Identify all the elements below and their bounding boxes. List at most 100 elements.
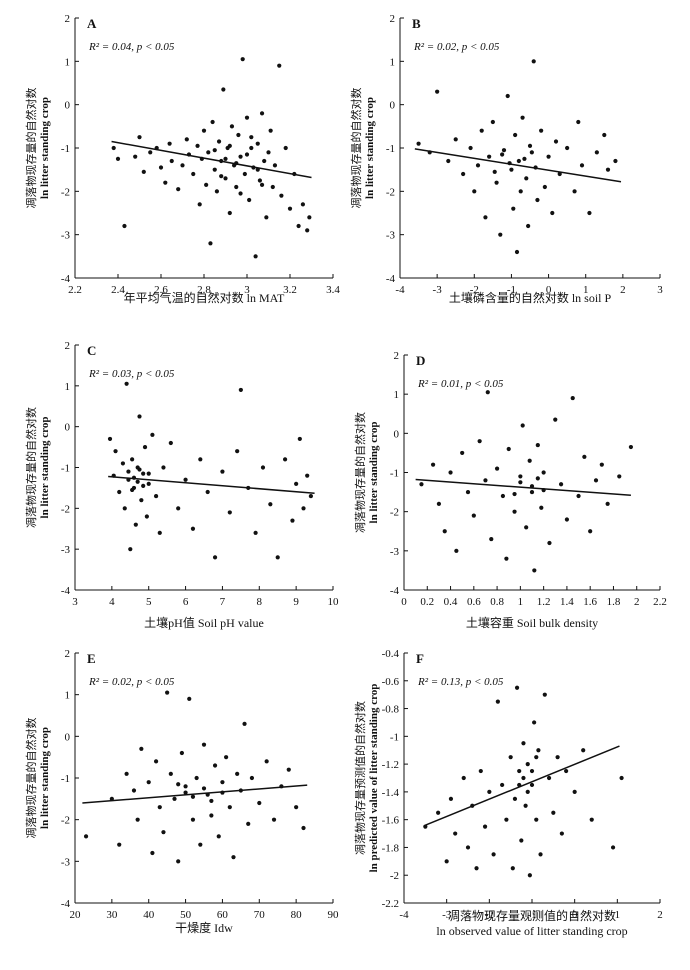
data-point-b <box>587 210 592 216</box>
data-point-c <box>301 506 306 511</box>
data-point-a <box>242 171 247 177</box>
data-point-d <box>518 474 523 479</box>
y-tick-label-c: -2 <box>61 503 70 515</box>
data-point-c <box>183 477 188 482</box>
data-point-c <box>122 506 127 511</box>
data-point-c <box>305 473 310 478</box>
data-point-a <box>240 57 245 62</box>
y-axis-label-cn-d: 凋落物现存量的自然对数 <box>353 412 367 533</box>
data-point-c <box>235 449 240 454</box>
data-point-f <box>461 775 466 781</box>
data-point-c <box>126 469 131 474</box>
data-point-e <box>190 794 196 799</box>
data-point-d <box>454 548 459 553</box>
x-tick-label-b: 3 <box>657 284 663 296</box>
data-point-c <box>146 481 151 486</box>
data-point-c <box>176 506 181 511</box>
data-point-b <box>511 206 516 211</box>
data-point-c <box>275 555 280 560</box>
x-tick-label-a: 3.2 <box>283 284 297 296</box>
y-tick-label-d: 0 <box>394 428 400 440</box>
data-point-a <box>210 119 215 125</box>
data-point-a <box>272 163 278 168</box>
data-point-d <box>553 417 558 422</box>
x-tick-label-a: 2.4 <box>111 284 125 296</box>
data-point-e <box>168 771 173 776</box>
data-point-a <box>287 206 293 211</box>
x-tick-label-b: -4 <box>395 284 405 296</box>
data-point-b <box>479 128 484 133</box>
data-point-b <box>553 139 559 144</box>
data-point-d <box>485 390 490 395</box>
data-point-d <box>535 442 540 448</box>
data-point-f <box>551 810 556 815</box>
data-point-a <box>238 191 243 196</box>
x-tick-label-d: 0.2 <box>420 596 434 608</box>
data-point-f <box>532 720 537 725</box>
y-tick-label-c: 0 <box>65 422 71 434</box>
y-tick-label-a: -1 <box>61 143 70 155</box>
data-point-a <box>307 215 312 220</box>
y-tick-label-b: -2 <box>386 186 395 198</box>
data-point-d <box>529 489 535 495</box>
y-tick-label-f: -0.8 <box>382 704 400 716</box>
x-tick-label-f: -1 <box>527 909 536 921</box>
y-tick-label-b: 1 <box>390 56 396 68</box>
data-point-f <box>581 748 586 753</box>
x-tick-label-c: 8 <box>257 596 263 608</box>
data-point-f <box>610 845 616 850</box>
data-point-e <box>209 813 214 818</box>
data-point-e <box>190 817 196 822</box>
data-point-f <box>504 817 509 822</box>
x-axis-label-c: 土壤pH值 Soil pH value <box>144 615 264 630</box>
x-tick-label-e: 40 <box>143 909 155 921</box>
data-point-f <box>536 748 541 753</box>
x-tick-label-b: 2 <box>620 284 626 296</box>
trend-line-a <box>111 140 312 179</box>
data-point-c <box>137 414 142 419</box>
y-tick-label-c: 1 <box>65 381 71 393</box>
data-point-b <box>550 210 555 216</box>
data-point-e <box>187 696 192 701</box>
data-point-d <box>599 462 604 467</box>
data-point-b <box>613 158 618 164</box>
data-point-a <box>115 156 121 161</box>
data-point-e <box>150 850 155 856</box>
data-point-e <box>194 775 199 781</box>
x-tick-label-d: 1.2 <box>537 596 551 608</box>
x-tick-label-d: 0.8 <box>490 596 504 608</box>
panel-letter-f: F <box>416 651 424 666</box>
data-point-d <box>520 423 525 428</box>
panel-letter-d: D <box>416 353 425 368</box>
y-tick-label-f: -0.4 <box>382 648 400 660</box>
data-point-c <box>141 471 146 476</box>
y-tick-label-a: -2 <box>61 186 70 198</box>
x-tick-label-f: -4 <box>399 909 409 921</box>
data-point-c <box>117 489 122 495</box>
data-point-d <box>504 556 509 561</box>
x-tick-label-c: 10 <box>328 596 340 608</box>
data-point-c <box>282 457 288 462</box>
data-point-f <box>572 789 577 794</box>
data-point-c <box>297 436 302 442</box>
data-point-e <box>198 842 203 847</box>
data-point-c <box>141 483 146 488</box>
data-point-b <box>572 189 577 194</box>
data-point-d <box>500 493 506 499</box>
data-point-e <box>124 771 129 776</box>
y-tick-label-d: 2 <box>394 350 400 362</box>
data-point-a <box>262 158 267 164</box>
y-tick-label-f: -1.2 <box>382 759 399 771</box>
data-point-b <box>539 128 544 133</box>
stats-annotation-d: R² = 0.01, p < 0.05 <box>417 378 504 390</box>
data-point-b <box>531 59 536 64</box>
data-point-b <box>513 132 518 138</box>
x-tick-label-b: 1 <box>583 284 589 296</box>
data-point-a <box>257 178 262 183</box>
y-tick-label-b: 2 <box>390 13 396 25</box>
x-tick-label-c: 9 <box>293 596 299 608</box>
data-point-b <box>594 150 599 155</box>
data-point-a <box>167 141 172 146</box>
data-point-b <box>518 189 523 194</box>
data-point-c <box>137 467 142 472</box>
